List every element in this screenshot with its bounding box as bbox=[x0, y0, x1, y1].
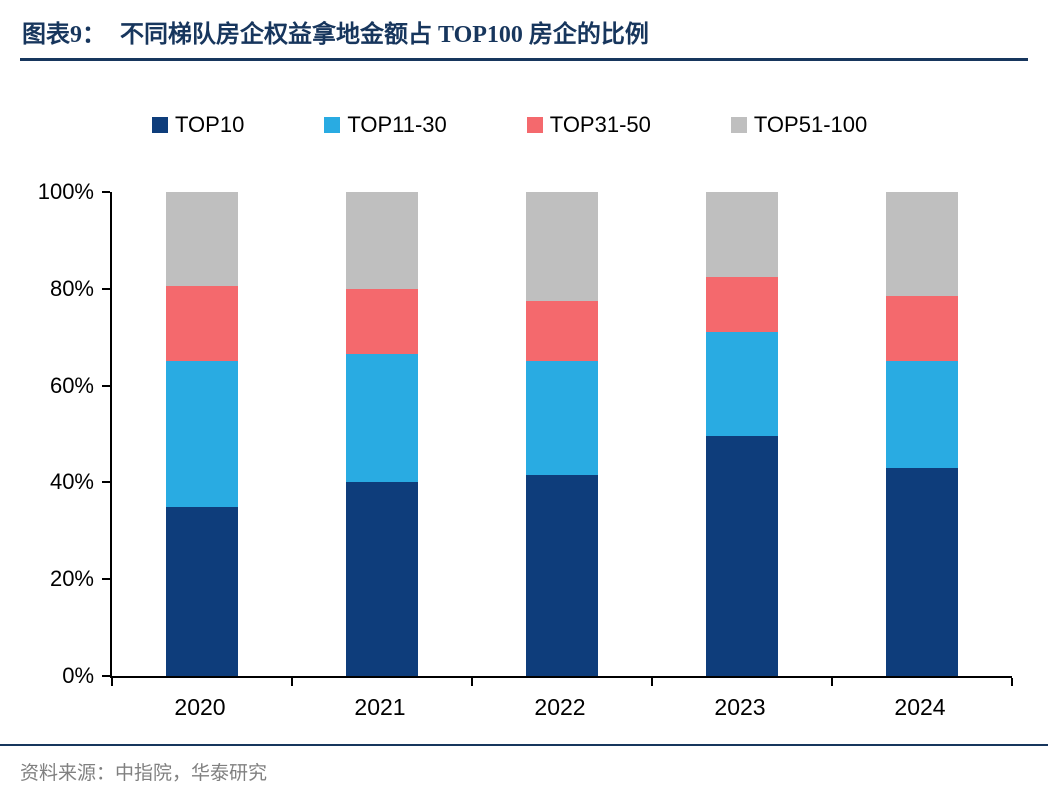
bar-segment-top31-50-2023 bbox=[706, 276, 778, 333]
bar-segment-top10-2021 bbox=[346, 482, 418, 676]
y-axis-tick bbox=[102, 287, 110, 290]
bar-segment-top51-100-2022 bbox=[526, 192, 598, 301]
x-axis-label-2024: 2024 bbox=[894, 694, 946, 720]
y-axis-label-100: 100% bbox=[37, 179, 94, 204]
bar-stack-2023 bbox=[706, 192, 778, 676]
figure-header: 图表9： 不同梯队房企权益拿地金额占 TOP100 房企的比例 bbox=[22, 14, 649, 49]
y-axis: 0% 20% 40% 60% 80% 100% bbox=[0, 181, 100, 687]
chart-legend: TOP10 TOP11-30 TOP31-50 TOP51-100 bbox=[152, 112, 867, 138]
x-axis-tick bbox=[1011, 678, 1013, 686]
plot-area bbox=[102, 191, 1013, 686]
bar-segment-top11-30-2020 bbox=[166, 361, 238, 507]
legend-label: TOP11-30 bbox=[347, 112, 447, 137]
y-axis-label-40: 40% bbox=[49, 469, 94, 495]
bar-segment-top51-100-2023 bbox=[706, 192, 778, 277]
bar-segment-top11-30-2021 bbox=[346, 354, 418, 483]
x-axis-label-2020: 2020 bbox=[174, 694, 226, 720]
figure-label: 图表9： bbox=[22, 22, 106, 48]
bar-stack-2024 bbox=[886, 192, 958, 676]
y-axis-tick bbox=[102, 384, 110, 387]
y-axis-tick bbox=[102, 578, 110, 581]
bar-segment-top11-30-2024 bbox=[886, 361, 958, 468]
x-axis-tick bbox=[291, 678, 293, 686]
x-axis-tick bbox=[831, 678, 833, 686]
y-axis-label-60: 60% bbox=[49, 372, 94, 398]
bar-segment-top10-2024 bbox=[886, 467, 958, 676]
legend-item-top31-50: TOP31-50 bbox=[526, 112, 651, 138]
legend-swatch bbox=[730, 117, 747, 133]
bar-segment-top11-30-2022 bbox=[526, 361, 598, 476]
footer-divider bbox=[0, 744, 1048, 746]
y-axis-tick bbox=[102, 191, 110, 193]
legend-label: TOP10 bbox=[175, 112, 245, 137]
x-axis: 2020 2021 2022 2023 2024 bbox=[110, 694, 1010, 726]
figure-title: 不同梯队房企权益拿地金额占 TOP100 房企的比例 bbox=[120, 22, 649, 48]
source-note: 资料来源：中指院，华泰研究 bbox=[20, 763, 268, 784]
bar-segment-top51-100-2020 bbox=[166, 192, 238, 287]
x-axis-tick bbox=[111, 678, 113, 686]
x-axis-label-2021: 2021 bbox=[354, 694, 406, 720]
legend-item-top10: TOP10 bbox=[152, 112, 244, 138]
bar-segment-top51-100-2021 bbox=[346, 192, 418, 289]
legend-label: TOP31-50 bbox=[549, 112, 651, 137]
bar-segment-top10-2022 bbox=[526, 475, 598, 676]
y-axis-tick bbox=[102, 481, 110, 484]
bar-segment-top31-50-2024 bbox=[886, 296, 958, 362]
title-divider bbox=[20, 58, 1028, 61]
y-axis-label-0: 0% bbox=[62, 663, 94, 688]
bar-stack-2021 bbox=[346, 192, 418, 676]
legend-label: TOP51-100 bbox=[753, 112, 868, 137]
bar-segment-top10-2020 bbox=[166, 506, 238, 676]
bar-segment-top31-50-2022 bbox=[526, 300, 598, 362]
y-axis-tick bbox=[102, 675, 110, 677]
bar-segment-top51-100-2024 bbox=[886, 192, 958, 297]
legend-swatch bbox=[324, 117, 341, 133]
x-axis-label-2022: 2022 bbox=[534, 694, 586, 720]
legend-swatch bbox=[152, 117, 168, 133]
legend-item-top51-100: TOP51-100 bbox=[730, 112, 868, 138]
x-axis-tick bbox=[651, 678, 653, 686]
bar-stack-2022 bbox=[526, 192, 598, 676]
bar-stack-2020 bbox=[166, 192, 238, 676]
bar-segment-top11-30-2023 bbox=[706, 332, 778, 437]
y-axis-label-80: 80% bbox=[49, 275, 94, 301]
bar-segment-top31-50-2020 bbox=[166, 286, 238, 362]
bar-segment-top10-2023 bbox=[706, 436, 778, 676]
x-axis-label-2023: 2023 bbox=[714, 694, 766, 720]
y-axis-label-20: 20% bbox=[49, 566, 94, 592]
legend-swatch bbox=[526, 117, 543, 133]
legend-item-top11-30: TOP11-30 bbox=[324, 112, 447, 138]
x-axis-tick bbox=[471, 678, 473, 686]
bar-segment-top31-50-2021 bbox=[346, 288, 418, 355]
